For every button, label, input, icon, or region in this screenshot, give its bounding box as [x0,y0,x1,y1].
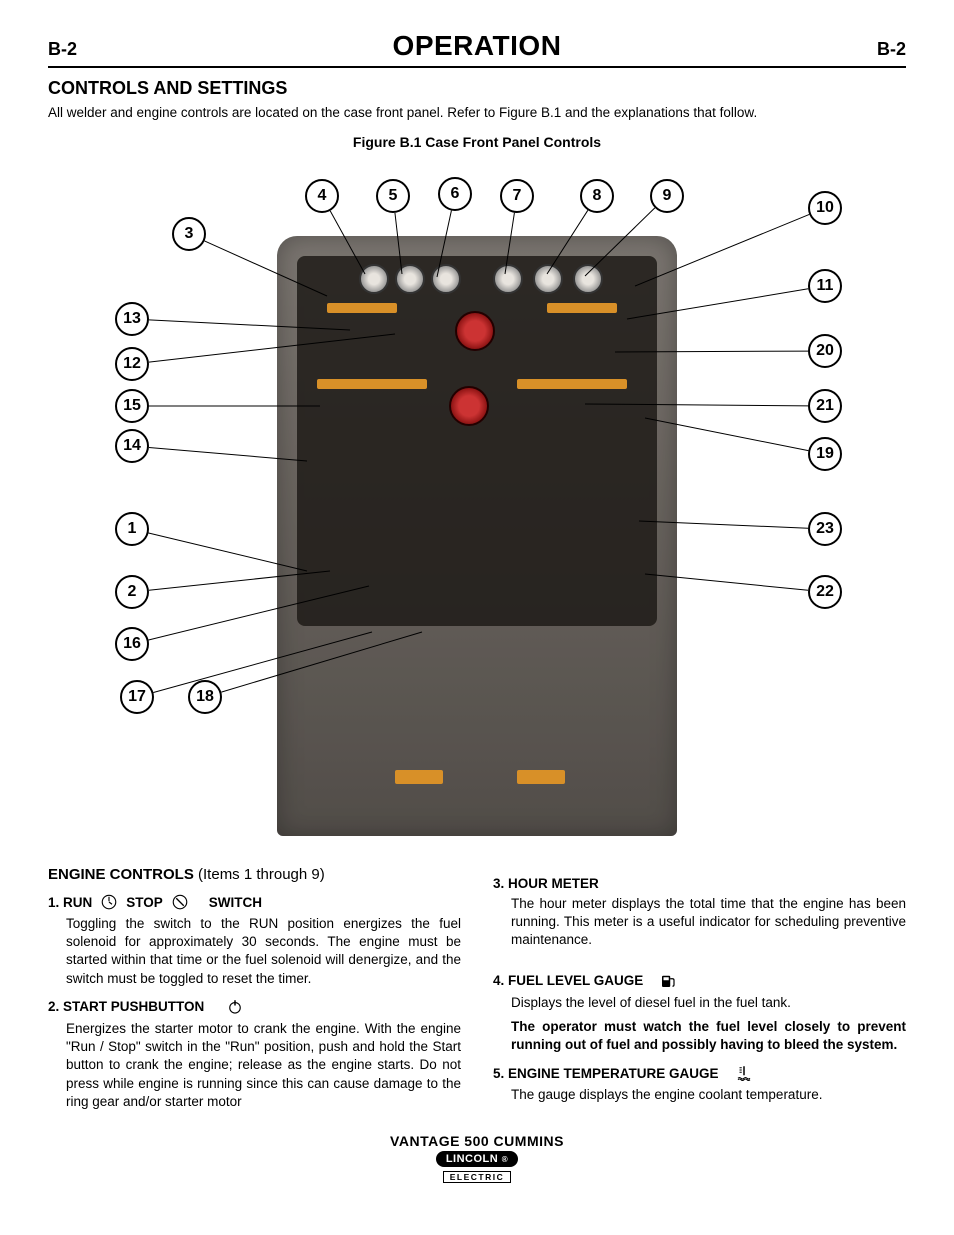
item-4-head: 4. FUEL LEVEL GAUGE [493,972,906,990]
panel-label [517,770,565,784]
control-knob [455,311,495,351]
panel-label [517,379,627,389]
page-header: B-2 OPERATION B-2 [48,30,906,68]
callout-9: 9 [650,179,684,213]
callout-16: 16 [115,627,149,661]
footer-model: VANTAGE 500 CUMMINS [48,1133,906,1149]
item-3-head: 3. HOUR METER [493,876,906,891]
item-4-note: The operator must watch the fuel level c… [511,1018,906,1054]
header-title: OPERATION [393,30,562,62]
lincoln-logo-top: LINCOLN ® [436,1151,518,1167]
callout-11: 11 [808,269,842,303]
lincoln-logo-bottom: ELECTRIC [443,1171,512,1183]
header-left: B-2 [48,39,77,60]
item-5-title: 5. ENGINE TEMPERATURE GAUGE [493,1066,719,1081]
front-panel-diagram: 4567891031113201215211419231222161718 [97,156,857,856]
run-icon [100,893,118,911]
figure-caption: Figure B.1 Case Front Panel Controls [48,134,906,150]
start-icon [226,998,244,1016]
item-1-head: 1. RUN STOP SWITCH [48,893,461,911]
subsection-note: (Items 1 through 9) [198,866,325,883]
page-footer: VANTAGE 500 CUMMINS LINCOLN ® ELECTRIC [48,1133,906,1185]
callout-1: 1 [115,512,149,546]
panel-label [547,303,617,313]
right-column: 3. HOUR METER The hour meter displays th… [493,866,906,1111]
callout-21: 21 [808,389,842,423]
callout-14: 14 [115,429,149,463]
control-knob [449,386,489,426]
callout-22: 22 [808,575,842,609]
item-1-stop: STOP [126,895,163,910]
gauge [533,264,563,294]
text-columns: ENGINE CONTROLS (Items 1 through 9) 1. R… [48,866,906,1111]
callout-13: 13 [115,302,149,336]
gauge [395,264,425,294]
item-1-body: Toggling the switch to the RUN position … [66,915,461,988]
item-1-run: 1. RUN [48,895,92,910]
item-3-body: The hour meter displays the total time t… [511,895,906,950]
panel-label [327,303,397,313]
temp-icon [735,1064,753,1082]
gauge [573,264,603,294]
callout-19: 19 [808,437,842,471]
callout-20: 20 [808,334,842,368]
item-2-head: 2. START PUSHBUTTON [48,998,461,1016]
item-3-title: 3. HOUR METER [493,876,599,891]
item-4-body: Displays the level of diesel fuel in the… [511,994,906,1012]
callout-2: 2 [115,575,149,609]
callout-4: 4 [305,179,339,213]
callout-5: 5 [376,179,410,213]
left-column: ENGINE CONTROLS (Items 1 through 9) 1. R… [48,866,461,1111]
stop-icon [171,893,189,911]
panel-label [317,379,427,389]
gauge [493,264,523,294]
panel-label [395,770,443,784]
subsection-title: ENGINE CONTROLS [48,866,194,883]
callout-18: 18 [188,680,222,714]
header-right: B-2 [877,39,906,60]
callout-8: 8 [580,179,614,213]
callout-12: 12 [115,347,149,381]
callout-15: 15 [115,389,149,423]
item-2-body: Energizes the starter motor to crank the… [66,1020,461,1111]
intro-text: All welder and engine controls are locat… [48,105,906,120]
callout-3: 3 [172,217,206,251]
item-5-body: The gauge displays the engine coolant te… [511,1086,906,1104]
gauge [431,264,461,294]
item-5-head: 5. ENGINE TEMPERATURE GAUGE [493,1064,906,1082]
callout-10: 10 [808,191,842,225]
callout-23: 23 [808,512,842,546]
item-4-title: 4. FUEL LEVEL GAUGE [493,973,643,988]
callout-17: 17 [120,680,154,714]
item-2-title: 2. START PUSHBUTTON [48,999,204,1014]
gauge [359,264,389,294]
callout-7: 7 [500,179,534,213]
item-1-switch: SWITCH [209,895,262,910]
fuel-icon [659,972,677,990]
engine-controls-heading: ENGINE CONTROLS (Items 1 through 9) [48,866,461,883]
section-title: CONTROLS AND SETTINGS [48,78,906,99]
callout-6: 6 [438,177,472,211]
